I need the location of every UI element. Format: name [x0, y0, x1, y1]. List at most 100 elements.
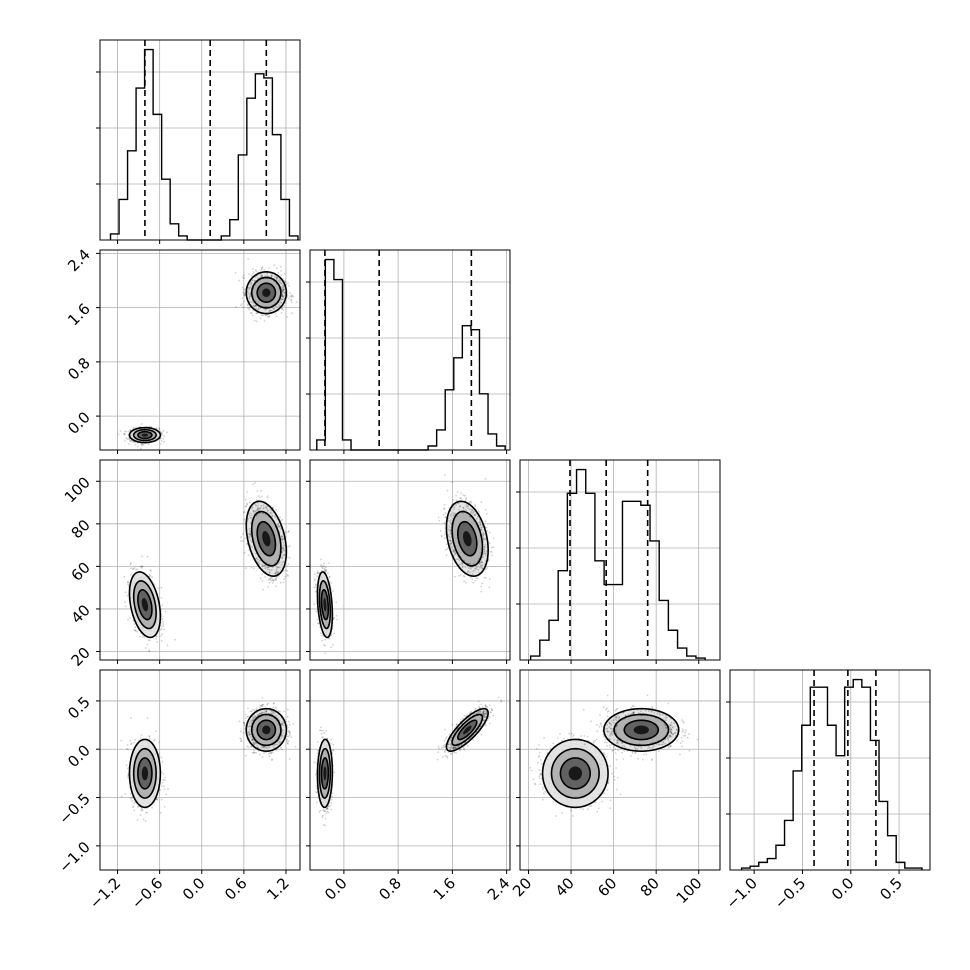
sample-point [454, 746, 457, 749]
sample-point [462, 494, 465, 496]
sample-point [133, 623, 136, 625]
sample-point [129, 562, 132, 565]
sample-point [284, 281, 287, 284]
sample-point [247, 715, 250, 718]
sample-point [322, 736, 324, 738]
sample-point [261, 565, 264, 568]
sample-point [603, 753, 606, 756]
sample-point [287, 740, 290, 743]
sample-point [271, 577, 273, 580]
sample-point [158, 741, 160, 744]
sample-point [616, 724, 619, 726]
axes-frame [99, 249, 301, 451]
sample-point [449, 539, 451, 542]
sample-point [482, 713, 485, 715]
sample-point [476, 577, 479, 580]
sample-point [248, 730, 250, 733]
sample-point [646, 694, 649, 697]
sample-point [448, 525, 451, 528]
sample-point [140, 444, 143, 447]
sample-point [471, 573, 474, 575]
sample-point [632, 712, 635, 715]
sample-point [271, 713, 273, 715]
sample-point [315, 586, 318, 589]
y-tick-label: 80 [68, 516, 94, 542]
sample-point [488, 586, 491, 589]
sample-point [610, 743, 613, 746]
sample-point [455, 558, 457, 560]
sample-point [281, 291, 284, 293]
sample-point [448, 733, 451, 736]
sample-point [123, 432, 125, 435]
sample-point [124, 591, 127, 594]
sample-point [324, 810, 326, 813]
sample-point [488, 531, 491, 534]
density-fill [141, 766, 149, 781]
density-fill [262, 725, 271, 735]
sample-point [491, 709, 494, 712]
sample-point [248, 527, 251, 530]
sample-point [248, 306, 251, 309]
sample-point [623, 744, 625, 747]
sample-point [479, 524, 482, 527]
x-tick-label: 40 [552, 874, 578, 900]
sample-point [485, 706, 488, 708]
sample-point [606, 744, 608, 747]
sample-point [568, 732, 571, 735]
sample-point [163, 779, 166, 781]
sample-point [684, 731, 687, 734]
sample-point [473, 510, 475, 513]
sample-point [245, 505, 248, 508]
sample-point [314, 773, 317, 776]
sample-point [249, 539, 252, 542]
sample-point [451, 541, 453, 544]
sample-point [162, 437, 165, 440]
sample-point [243, 294, 246, 296]
sample-point [252, 708, 254, 711]
sample-point [330, 646, 332, 649]
sample-point [320, 569, 323, 572]
sample-point [141, 809, 144, 812]
sample-point [249, 312, 252, 315]
sample-point [139, 814, 142, 817]
sample-point [316, 572, 319, 575]
sample-point [261, 746, 264, 749]
sample-point [653, 712, 656, 714]
sample-point [669, 735, 672, 738]
sample-point [273, 264, 276, 266]
sample-point [248, 501, 251, 504]
sample-point [449, 748, 452, 751]
sample-point [322, 565, 325, 567]
sample-point [454, 552, 457, 555]
sample-point [601, 725, 603, 728]
sample-point [130, 717, 132, 720]
sample-point [465, 504, 468, 506]
sample-point [288, 297, 290, 300]
sample-point [482, 713, 484, 715]
sample-point [478, 706, 481, 709]
sample-point [134, 443, 137, 446]
sample-point [609, 722, 611, 725]
sample-point [481, 564, 483, 566]
y-tick-label: 0.8 [64, 354, 94, 384]
sample-point [283, 272, 286, 275]
sample-point [259, 712, 261, 715]
sample-point [252, 271, 255, 273]
sample-point [247, 725, 250, 728]
sample-point [597, 807, 600, 810]
sample-point [539, 783, 542, 785]
sample-point [256, 744, 258, 747]
sample-point [268, 569, 271, 571]
sample-point [149, 574, 152, 577]
sample-point [681, 730, 684, 733]
sample-point [609, 735, 611, 737]
sample-point [452, 514, 455, 517]
sample-point [124, 440, 126, 442]
sample-point [449, 537, 452, 540]
sample-point [250, 719, 253, 722]
sample-point [248, 514, 251, 517]
sample-point [320, 563, 323, 566]
sample-point [670, 728, 673, 731]
sample-point [669, 744, 671, 747]
sample-point [274, 743, 277, 746]
